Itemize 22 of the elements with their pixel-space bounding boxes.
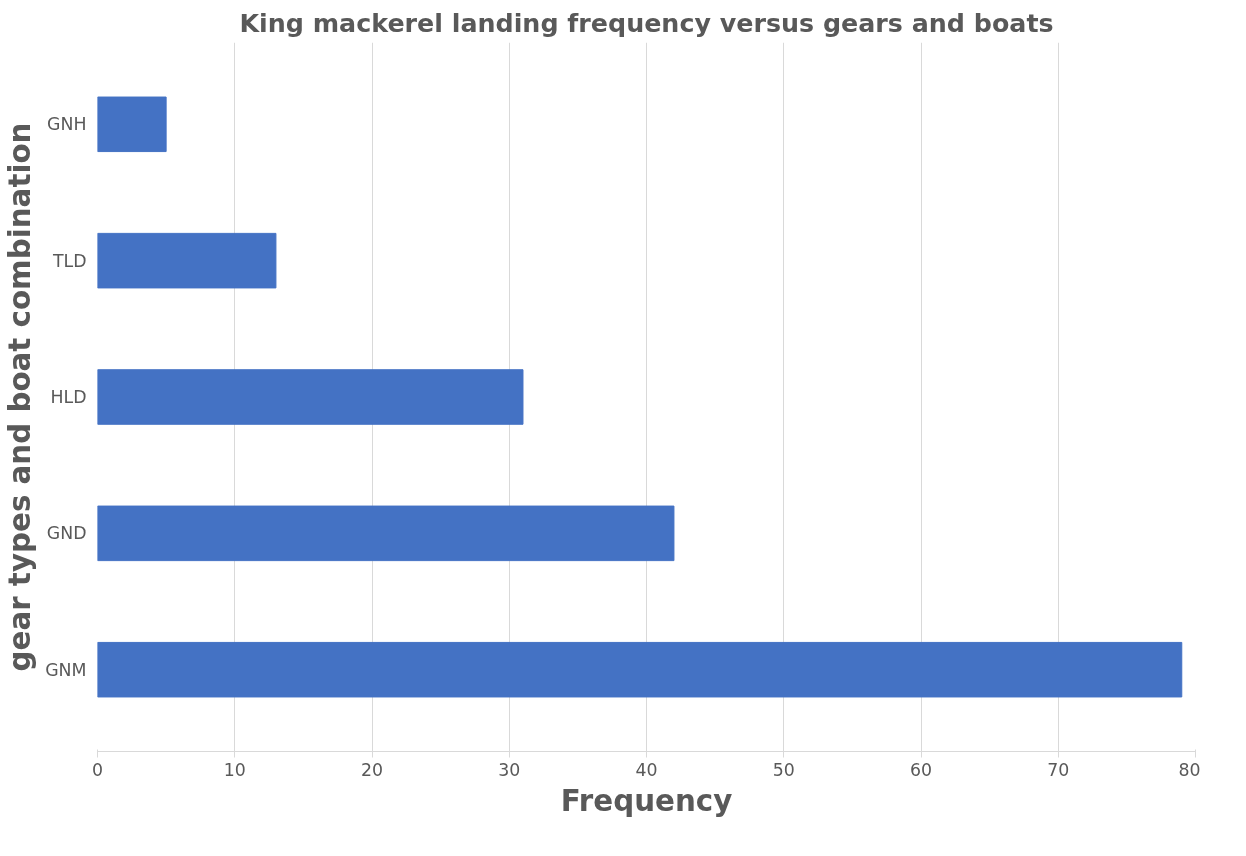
y-tick-label: GNM	[45, 659, 87, 680]
y-tick-label: HLD	[50, 387, 87, 407]
bar	[97, 505, 675, 562]
y-tick-label: GNH	[47, 114, 87, 135]
x-tick-label: 80	[1178, 759, 1201, 780]
bar	[97, 232, 277, 289]
x-tick-label: 60	[909, 759, 933, 780]
x-tick-label: 0	[91, 759, 104, 780]
chart-title: King mackerel landing frequency versus gears and boats	[239, 7, 1054, 38]
y-tick-label: GND	[46, 523, 87, 544]
x-tick-label: 30	[498, 759, 521, 780]
x-axis-title: Frequency	[560, 783, 733, 818]
y-axis-title: gear types and boat combination	[3, 122, 38, 672]
bar	[97, 96, 167, 153]
x-tick-label: 40	[635, 759, 658, 780]
bar	[97, 641, 1183, 698]
x-tick-label: 70	[1047, 759, 1070, 780]
y-tick-label: TLD	[51, 250, 87, 271]
x-tick-label: 50	[772, 759, 795, 780]
bar	[97, 369, 524, 425]
x-tick-label: 20	[360, 759, 384, 780]
x-tick-label: 10	[223, 759, 246, 780]
